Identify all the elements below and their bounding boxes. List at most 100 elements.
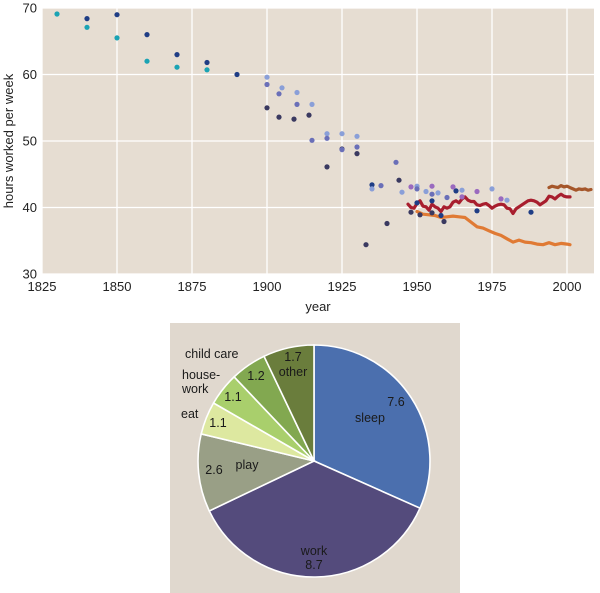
- data-point: [417, 212, 423, 218]
- data-point: [354, 151, 360, 157]
- x-tick-label: 1825: [28, 279, 57, 294]
- data-point: [54, 11, 60, 17]
- pie-label: 2.6: [205, 463, 222, 477]
- y-tick-label: 40: [23, 200, 37, 215]
- data-point: [309, 137, 315, 143]
- x-tick-label: 1950: [403, 279, 432, 294]
- y-tick-labels: 30 40 50 60 70: [23, 1, 37, 282]
- data-point: [450, 184, 456, 190]
- data-point: [174, 64, 180, 70]
- data-point: [414, 186, 420, 192]
- x-tick-label: 1925: [328, 279, 357, 294]
- y-tick-label: 60: [23, 67, 37, 82]
- data-point: [291, 116, 297, 122]
- data-point: [324, 135, 330, 141]
- data-point: [408, 209, 414, 215]
- y-axis-title: hours worked per week: [1, 73, 16, 208]
- data-point: [444, 194, 450, 201]
- data-point: [408, 184, 414, 190]
- data-point: [324, 164, 330, 170]
- pie-label: sleep: [355, 411, 385, 425]
- pie-label: 1.2: [247, 369, 264, 383]
- data-point: [279, 85, 285, 91]
- x-tick-label: 1875: [178, 279, 207, 294]
- pie-label: 1.1: [209, 416, 226, 430]
- data-point: [369, 182, 375, 188]
- data-point: [114, 12, 120, 18]
- data-point: [339, 131, 345, 137]
- data-point: [459, 194, 465, 200]
- pie-slice: [197, 432, 317, 513]
- data-point: [276, 91, 282, 97]
- data-point: [435, 190, 441, 196]
- data-point: [423, 188, 429, 195]
- data-point: [504, 197, 510, 203]
- data-point: [309, 101, 315, 107]
- series-line: [547, 184, 593, 192]
- pie-label: play: [236, 458, 260, 472]
- pie-slice: [313, 344, 431, 510]
- data-point: [339, 147, 345, 153]
- data-point: [396, 177, 402, 183]
- pie-label: eat: [181, 407, 199, 421]
- x-axis-title: year: [305, 299, 331, 314]
- x-tick-label: 1850: [103, 279, 132, 294]
- pie-label: child care: [185, 347, 239, 361]
- pie-slice: [208, 460, 422, 578]
- data-point: [369, 186, 375, 192]
- y-tick-label: 70: [23, 1, 37, 16]
- grid-lines: [41, 7, 594, 275]
- data-point: [324, 131, 330, 137]
- series-line: [415, 209, 572, 247]
- x-tick-label: 1975: [478, 279, 507, 294]
- data-point: [264, 105, 270, 111]
- data-point: [441, 218, 447, 225]
- data-point: [414, 200, 420, 206]
- data-point: [84, 24, 90, 30]
- data-point: [264, 74, 270, 80]
- data-point: [438, 212, 444, 219]
- pie-label: 7.6: [387, 395, 404, 409]
- x-tick-label: 1900: [253, 279, 282, 294]
- data-point: [393, 159, 399, 165]
- series-points: [54, 11, 534, 248]
- series-lines: [406, 184, 593, 247]
- x-tick-labels: 1825 1850 1875 1900 1925 1950 1975 2000: [28, 279, 582, 294]
- data-point: [294, 101, 300, 107]
- pie-label-housework-line2: work: [181, 382, 209, 396]
- data-point: [378, 183, 384, 189]
- data-point: [306, 112, 312, 118]
- pie-label: other: [279, 365, 308, 379]
- data-point: [363, 242, 369, 248]
- data-point: [399, 189, 405, 195]
- pie-label: 8.7: [305, 558, 322, 572]
- data-point: [384, 220, 390, 227]
- data-point: [354, 133, 360, 139]
- data-point: [498, 196, 504, 202]
- data-point: [276, 114, 282, 120]
- data-point: [294, 89, 300, 96]
- data-point: [114, 35, 120, 41]
- pie-label-housework-line1: house-: [182, 368, 220, 382]
- data-point: [429, 183, 435, 189]
- hours-worked-chart: 1825 1850 1875 1900 1925 1950 1975 2000 30 40 50 6…: [1, 1, 594, 314]
- data-point: [144, 31, 150, 38]
- data-point: [429, 198, 435, 204]
- x-tick-label: 2000: [553, 279, 582, 294]
- pie-label: 1.1: [224, 390, 241, 404]
- series-line: [406, 192, 572, 216]
- pie-slice: [262, 344, 315, 462]
- pie-slices: [197, 344, 431, 578]
- data-point: [174, 52, 180, 58]
- y-tick-label: 30: [23, 267, 37, 282]
- data-point: [204, 67, 210, 73]
- data-point: [354, 144, 360, 150]
- data-point: [84, 16, 90, 22]
- y-tick-label: 50: [23, 134, 37, 149]
- data-point: [459, 187, 465, 193]
- pie-label: work: [300, 544, 328, 558]
- data-point: [453, 188, 459, 194]
- data-point: [528, 209, 534, 215]
